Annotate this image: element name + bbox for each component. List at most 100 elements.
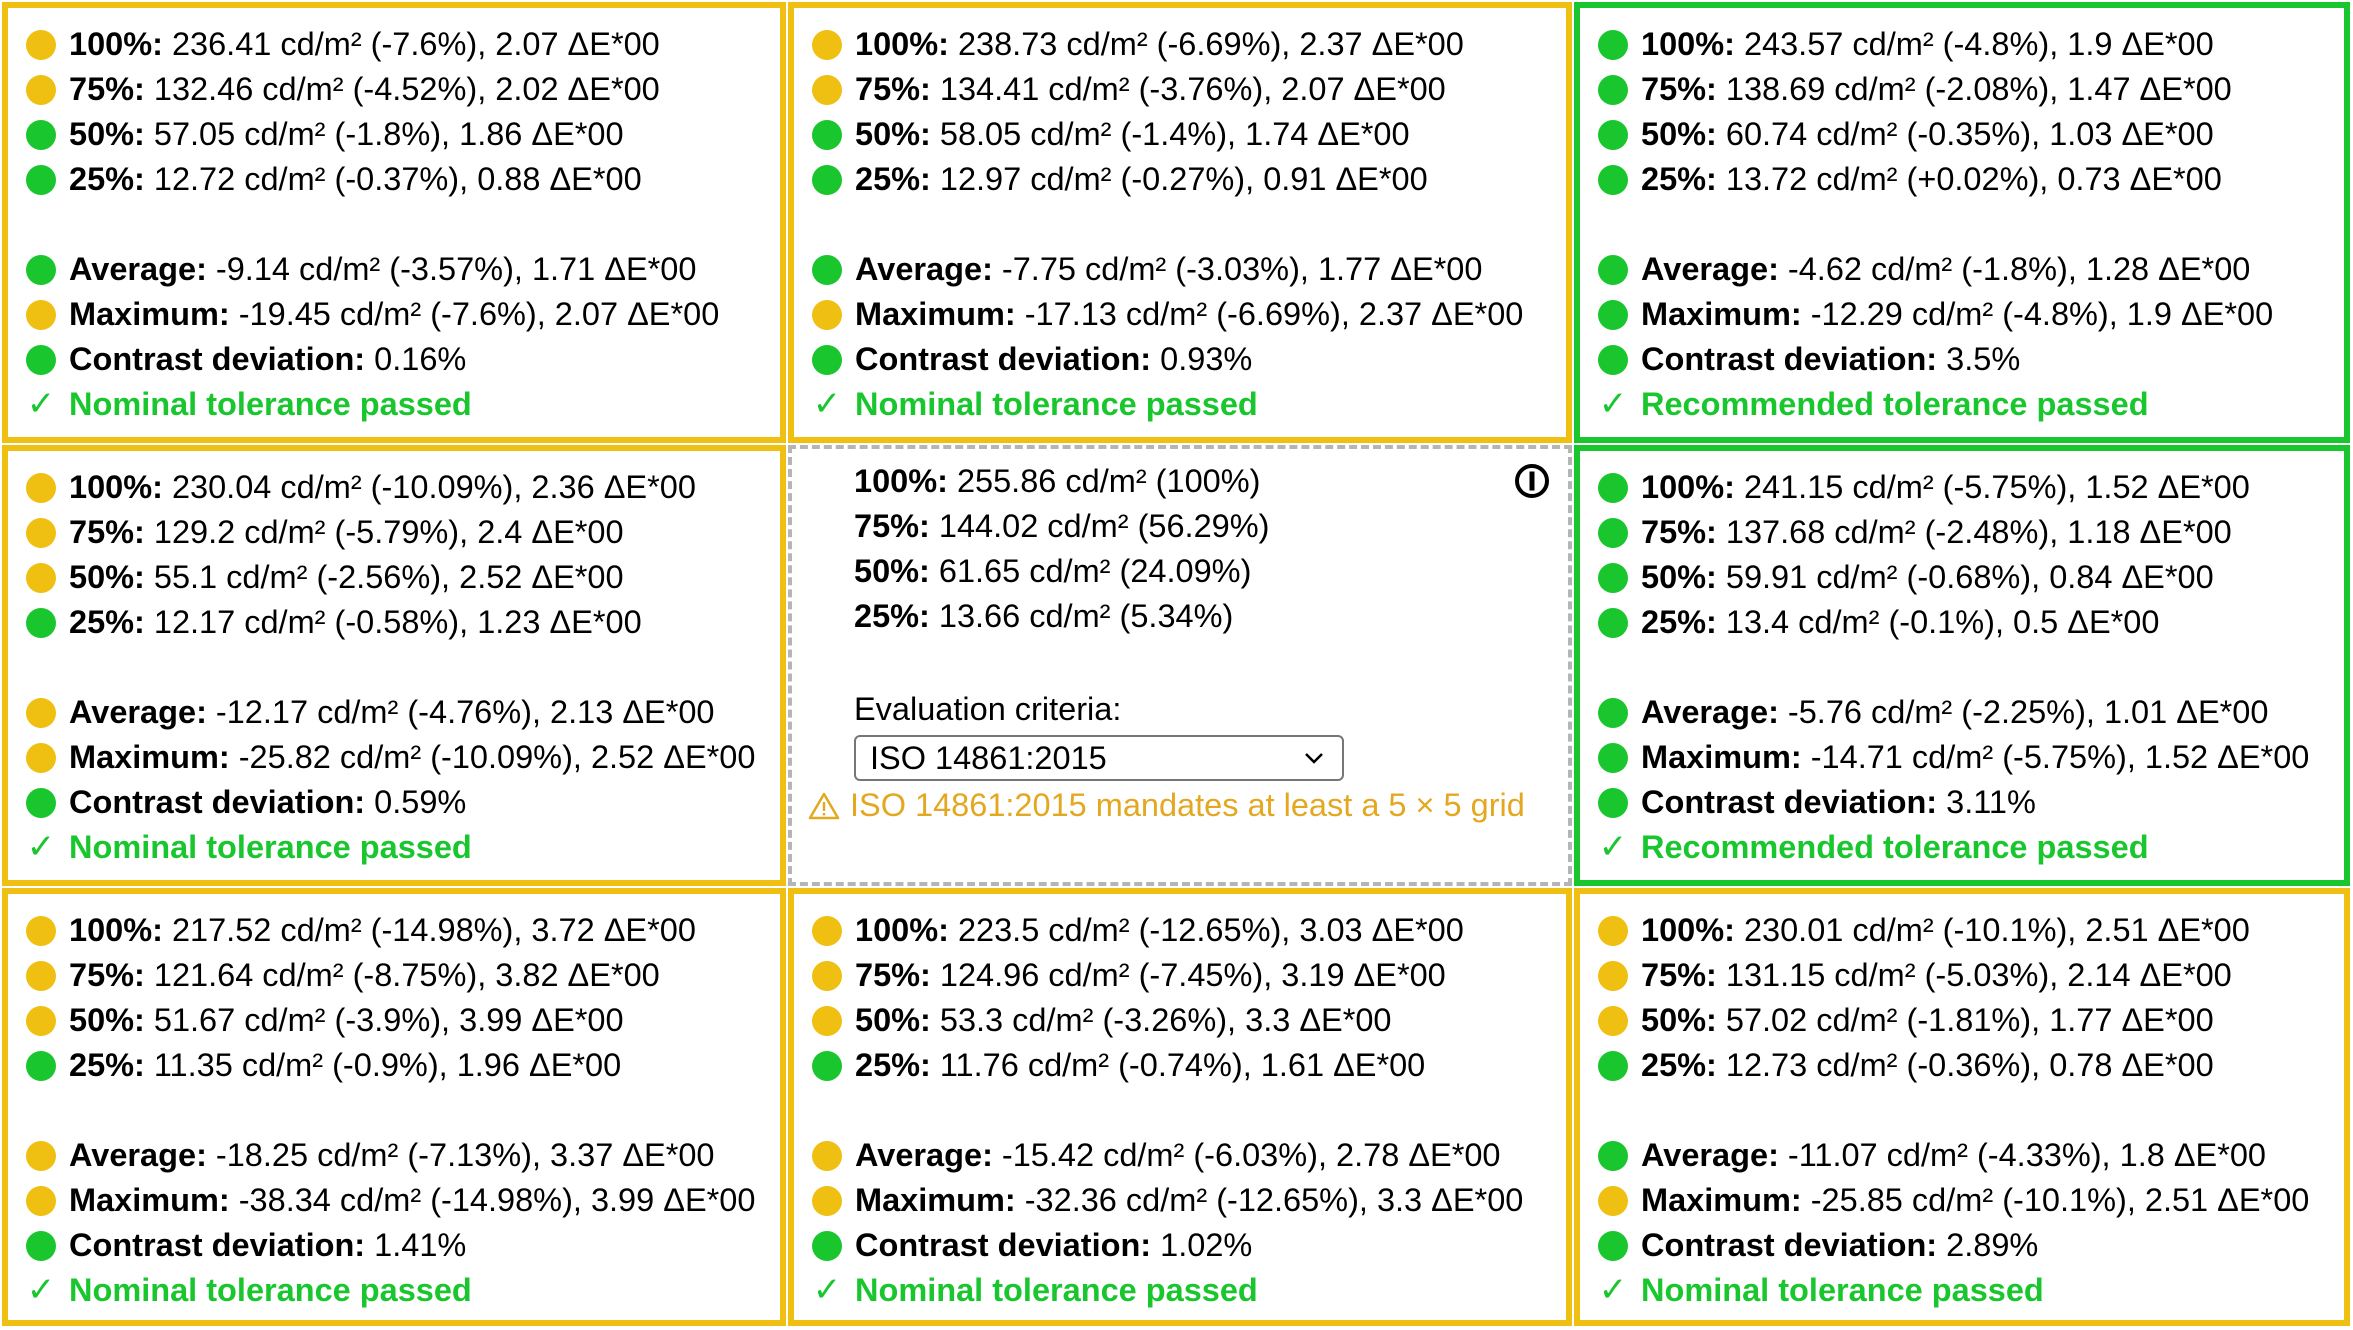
tolerance-result: ✓ Recommended tolerance passed xyxy=(1598,382,2338,427)
status-dot xyxy=(26,1050,56,1081)
row-100: 100%: 241.15 cd/m² (-5.75%), 1.52 ΔE*00 xyxy=(1598,465,2338,510)
row-average: Average: -4.62 cd/m² (-1.8%), 1.28 ΔE*00 xyxy=(1598,247,2338,292)
status-dot xyxy=(26,119,56,150)
tolerance-result: ✓ Nominal tolerance passed xyxy=(812,1268,1560,1313)
status-dot xyxy=(1598,1050,1628,1081)
status-dot xyxy=(26,344,56,375)
checkmark-icon: ✓ xyxy=(26,385,56,423)
row-maximum: Maximum: -17.13 cd/m² (-6.69%), 2.37 ΔE*0… xyxy=(812,292,1560,337)
row-75: 75%: 137.68 cd/m² (-2.48%), 1.18 ΔE*00 xyxy=(1598,510,2338,555)
tolerance-result: ✓ Nominal tolerance passed xyxy=(26,1268,774,1313)
checkmark-icon: ✓ xyxy=(812,385,842,423)
status-dot xyxy=(26,960,56,991)
status-dot xyxy=(812,299,842,330)
status-dot xyxy=(26,1230,56,1261)
row-average: Average: -15.42 cd/m² (-6.03%), 2.78 ΔE*0… xyxy=(812,1133,1560,1178)
info-icon[interactable] xyxy=(1514,463,1550,499)
status-dot xyxy=(26,742,56,773)
evaluation-criteria-select[interactable]: ISO 14861:2015 xyxy=(854,735,1344,781)
cell-top-right: 100%: 243.57 cd/m² (-4.8%), 1.9 ΔE*00 75%… xyxy=(1574,2,2350,443)
row-25: 25%: 13.66 cd/m² (5.34%) xyxy=(854,598,1234,634)
row-maximum: Maximum: -32.36 cd/m² (-12.65%), 3.3 ΔE*0… xyxy=(812,1178,1560,1223)
row-100: 100%: 238.73 cd/m² (-6.69%), 2.37 ΔE*00 xyxy=(812,22,1560,67)
status-dot xyxy=(1598,254,1628,285)
row-contrast: Contrast deviation: 0.59% xyxy=(26,780,774,825)
row-75: 75%: 138.69 cd/m² (-2.08%), 1.47 ΔE*00 xyxy=(1598,67,2338,112)
status-dot xyxy=(1598,960,1628,991)
status-dot xyxy=(1598,1140,1628,1171)
tolerance-result: ✓ Nominal tolerance passed xyxy=(26,825,774,870)
cell-center-reference: 100%: 255.86 cd/m² (100%) 75%: 144.02 cd/m… xyxy=(788,445,1572,886)
cell-middle-right: 100%: 241.15 cd/m² (-5.75%), 1.52 ΔE*00 7… xyxy=(1574,445,2350,886)
row-100: 100%: 236.41 cd/m² (-7.6%), 2.07 ΔE*00 xyxy=(26,22,774,67)
status-dot xyxy=(1598,787,1628,818)
row-contrast: Contrast deviation: 2.89% xyxy=(1598,1223,2338,1268)
row-50: 50%: 60.74 cd/m² (-0.35%), 1.03 ΔE*00 xyxy=(1598,112,2338,157)
status-dot xyxy=(812,1185,842,1216)
status-dot xyxy=(1598,29,1628,60)
status-dot xyxy=(26,517,56,548)
status-dot xyxy=(1598,1185,1628,1216)
select-value: ISO 14861:2015 xyxy=(870,739,1107,776)
row-50: 50%: 59.91 cd/m² (-0.68%), 0.84 ΔE*00 xyxy=(1598,555,2338,600)
status-dot xyxy=(812,960,842,991)
status-dot xyxy=(26,915,56,946)
cell-top-middle: 100%: 238.73 cd/m² (-6.69%), 2.37 ΔE*00 7… xyxy=(788,2,1572,443)
status-dot xyxy=(812,29,842,60)
status-dot xyxy=(1598,344,1628,375)
cell-bottom-right: 100%: 230.01 cd/m² (-10.1%), 2.51 ΔE*00 7… xyxy=(1574,888,2350,1326)
row-25: 25%: 11.35 cd/m² (-0.9%), 1.96 ΔE*00 xyxy=(26,1043,774,1088)
checkmark-icon: ✓ xyxy=(1598,828,1628,866)
status-dot xyxy=(1598,472,1628,503)
row-25: 25%: 12.72 cd/m² (-0.37%), 0.88 ΔE*00 xyxy=(26,157,774,202)
evaluation-criteria-label: Evaluation criteria: xyxy=(854,691,1122,727)
row-50: 50%: 57.02 cd/m² (-1.81%), 1.77 ΔE*00 xyxy=(1598,998,2338,1043)
status-dot xyxy=(26,562,56,593)
status-dot xyxy=(1598,697,1628,728)
row-50: 50%: 57.05 cd/m² (-1.8%), 1.86 ΔE*00 xyxy=(26,112,774,157)
status-dot xyxy=(1598,74,1628,105)
checkmark-icon: ✓ xyxy=(26,1271,56,1309)
row-maximum: Maximum: -38.34 cd/m² (-14.98%), 3.99 ΔE*… xyxy=(26,1178,774,1223)
row-75: 75%: 131.15 cd/m² (-5.03%), 2.14 ΔE*00 xyxy=(1598,953,2338,998)
row-100: 100%: 255.86 cd/m² (100%) xyxy=(854,463,1261,499)
row-75: 75%: 121.64 cd/m² (-8.75%), 3.82 ΔE*00 xyxy=(26,953,774,998)
status-dot xyxy=(26,74,56,105)
row-average: Average: -5.76 cd/m² (-2.25%), 1.01 ΔE*00 xyxy=(1598,690,2338,735)
status-dot xyxy=(1598,742,1628,773)
status-dot xyxy=(1598,119,1628,150)
row-average: Average: -9.14 cd/m² (-3.57%), 1.71 ΔE*00 xyxy=(26,247,774,292)
row-25: 25%: 12.97 cd/m² (-0.27%), 0.91 ΔE*00 xyxy=(812,157,1560,202)
tolerance-result: ✓ Nominal tolerance passed xyxy=(1598,1268,2338,1313)
status-dot xyxy=(1598,299,1628,330)
row-100: 100%: 230.04 cd/m² (-10.09%), 2.36 ΔE*00 xyxy=(26,465,774,510)
row-50: 50%: 58.05 cd/m² (-1.4%), 1.74 ΔE*00 xyxy=(812,112,1560,157)
row-average: Average: -7.75 cd/m² (-3.03%), 1.77 ΔE*00 xyxy=(812,247,1560,292)
row-25: 25%: 13.72 cd/m² (+0.02%), 0.73 ΔE*00 xyxy=(1598,157,2338,202)
status-dot xyxy=(812,1230,842,1261)
checkmark-icon: ✓ xyxy=(812,1271,842,1309)
row-100: 100%: 243.57 cd/m² (-4.8%), 1.9 ΔE*00 xyxy=(1598,22,2338,67)
row-contrast: Contrast deviation: 0.16% xyxy=(26,337,774,382)
cell-top-left: 100%: 236.41 cd/m² (-7.6%), 2.07 ΔE*00 75… xyxy=(2,2,786,443)
status-dot xyxy=(26,787,56,818)
status-dot xyxy=(1598,164,1628,195)
status-dot xyxy=(1598,607,1628,638)
row-75: 75%: 144.02 cd/m² (56.29%) xyxy=(854,508,1270,544)
status-dot xyxy=(26,472,56,503)
status-dot xyxy=(26,254,56,285)
row-contrast: Contrast deviation: 1.41% xyxy=(26,1223,774,1268)
row-maximum: Maximum: -12.29 cd/m² (-4.8%), 1.9 ΔE*00 xyxy=(1598,292,2338,337)
tolerance-result: ✓ Nominal tolerance passed xyxy=(26,382,774,427)
row-25: 25%: 12.17 cd/m² (-0.58%), 1.23 ΔE*00 xyxy=(26,600,774,645)
status-dot xyxy=(26,299,56,330)
row-75: 75%: 132.46 cd/m² (-4.52%), 2.02 ΔE*00 xyxy=(26,67,774,112)
row-contrast: Contrast deviation: 1.02% xyxy=(812,1223,1560,1268)
status-dot xyxy=(812,164,842,195)
checkmark-icon: ✓ xyxy=(26,828,56,866)
row-25: 25%: 13.4 cd/m² (-0.1%), 0.5 ΔE*00 xyxy=(1598,600,2338,645)
status-dot xyxy=(26,29,56,60)
status-dot xyxy=(812,344,842,375)
row-50: 50%: 55.1 cd/m² (-2.56%), 2.52 ΔE*00 xyxy=(26,555,774,600)
